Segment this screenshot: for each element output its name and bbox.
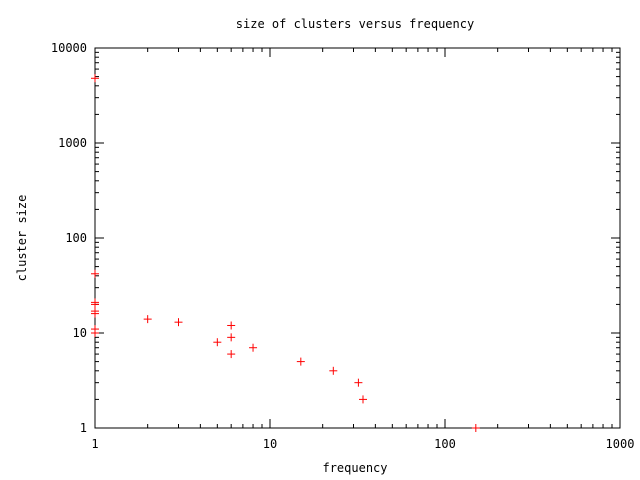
data-point [329,366,338,375]
y-tick-label: 100 [65,231,87,245]
data-point [91,269,99,278]
chart-title: size of clusters versus frequency [236,17,474,31]
x-axis-label: frequency [322,461,387,475]
y-axis-ticks: 1 10 100 1000 10000 [51,41,620,435]
data-point [91,300,99,309]
data-point [249,343,258,352]
data-point [174,318,183,327]
data-point [91,74,99,83]
y-tick-label: 10000 [51,41,87,55]
data-point [354,378,363,387]
x-tick-label: 10 [263,437,277,451]
data-point [296,357,305,366]
y-tick-label: 10 [73,326,87,340]
data-point [227,333,236,342]
data-point [359,395,368,404]
data-point [91,329,99,337]
x-tick-label: 1 [91,437,98,451]
y-tick-label: 1000 [58,136,87,150]
plot-axes [94,47,621,429]
data-point [213,338,222,347]
x-tick-label: 1000 [606,437,635,451]
y-tick-label: 1 [80,421,87,435]
data-point [227,321,236,330]
data-points [91,74,480,432]
y-axis-label: cluster size [15,195,29,282]
data-point [227,350,236,359]
data-point [91,309,99,318]
data-point [143,315,152,324]
x-tick-label: 100 [434,437,456,451]
x-axis-ticks: 1 10 100 1000 [91,48,634,451]
data-point [471,424,480,432]
